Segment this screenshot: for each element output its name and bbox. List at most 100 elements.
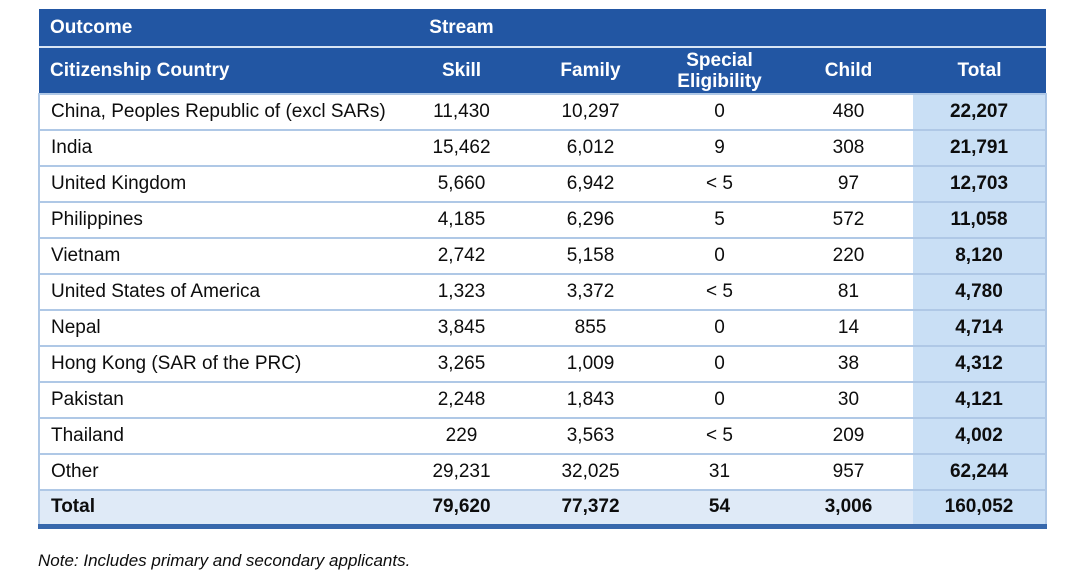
table-row: Pakistan 2,248 1,843 0 30 4,121: [38, 381, 1047, 418]
header-spacer: [784, 9, 913, 48]
column-header-country: Citizenship Country: [39, 47, 397, 94]
table-row: China, Peoples Republic of (excl SARs) 1…: [38, 93, 1047, 130]
country-cell: Nepal: [38, 309, 397, 346]
special-eligibility-cell: 0: [655, 309, 784, 346]
child-cell: 38: [784, 345, 913, 382]
skill-cell: 29,231: [397, 453, 526, 490]
total-grand-cell: 160,052: [913, 489, 1047, 529]
family-cell: 3,563: [526, 417, 655, 454]
country-cell: Hong Kong (SAR of the PRC): [38, 345, 397, 382]
child-cell: 308: [784, 129, 913, 166]
special-eligibility-cell: 9: [655, 129, 784, 166]
family-cell: 6,296: [526, 201, 655, 238]
column-header-child: Child: [784, 47, 913, 94]
skill-cell: 3,265: [397, 345, 526, 382]
family-cell: 32,025: [526, 453, 655, 490]
skill-cell: 5,660: [397, 165, 526, 202]
row-total-cell: 4,121: [913, 381, 1047, 418]
child-cell: 97: [784, 165, 913, 202]
row-total-cell: 8,120: [913, 237, 1047, 274]
total-family-cell: 77,372: [526, 489, 655, 529]
outcome-header: Outcome: [39, 9, 397, 48]
child-cell: 957: [784, 453, 913, 490]
country-cell: India: [38, 129, 397, 166]
country-cell: Thailand: [38, 417, 397, 454]
column-header-special-eligibility: Special Eligibility: [655, 47, 784, 94]
special-eligibility-cell: 0: [655, 345, 784, 382]
country-cell: Philippines: [38, 201, 397, 238]
country-cell: Vietnam: [38, 237, 397, 274]
special-eligibility-cell: 0: [655, 381, 784, 418]
family-cell: 1,843: [526, 381, 655, 418]
table-row: Other 29,231 32,025 31 957 62,244: [38, 453, 1047, 490]
skill-cell: 2,742: [397, 237, 526, 274]
total-child-cell: 3,006: [784, 489, 913, 529]
table-row: Thailand 229 3,563 < 5 209 4,002: [38, 417, 1047, 454]
column-header-row: Citizenship Country Skill Family Special…: [39, 47, 1046, 94]
child-cell: 209: [784, 417, 913, 454]
header-spacer: [913, 9, 1046, 48]
table-row: United Kingdom 5,660 6,942 < 5 97 12,703: [38, 165, 1047, 202]
total-skill-cell: 79,620: [397, 489, 526, 529]
row-total-cell: 21,791: [913, 129, 1047, 166]
country-cell: China, Peoples Republic of (excl SARs): [38, 93, 397, 130]
skill-cell: 229: [397, 417, 526, 454]
footnote: Note: Includes primary and secondary app…: [38, 551, 411, 570]
column-header-total: Total: [913, 47, 1046, 94]
child-cell: 480: [784, 93, 913, 130]
special-eligibility-cell: 31: [655, 453, 784, 490]
table-row: United States of America 1,323 3,372 < 5…: [38, 273, 1047, 310]
special-eligibility-cell: 0: [655, 237, 784, 274]
row-total-cell: 62,244: [913, 453, 1047, 490]
row-total-cell: 4,714: [913, 309, 1047, 346]
stream-header: Stream: [397, 9, 526, 48]
family-cell: 3,372: [526, 273, 655, 310]
header-spacer: [526, 9, 655, 48]
row-total-cell: 4,312: [913, 345, 1047, 382]
skill-cell: 11,430: [397, 93, 526, 130]
family-cell: 6,012: [526, 129, 655, 166]
family-cell: 1,009: [526, 345, 655, 382]
table-header: Outcome Stream Citizenship Country Skill…: [39, 9, 1046, 94]
table-row: Nepal 3,845 855 0 14 4,714: [38, 309, 1047, 346]
column-header-family: Family: [526, 47, 655, 94]
family-cell: 5,158: [526, 237, 655, 274]
total-row: Total 79,620 77,372 54 3,006 160,052: [38, 489, 1047, 529]
skill-cell: 2,248: [397, 381, 526, 418]
skill-cell: 4,185: [397, 201, 526, 238]
special-eligibility-cell: 5: [655, 201, 784, 238]
row-total-cell: 22,207: [913, 93, 1047, 130]
child-cell: 220: [784, 237, 913, 274]
row-total-cell: 4,780: [913, 273, 1047, 310]
table-row: Hong Kong (SAR of the PRC) 3,265 1,009 0…: [38, 345, 1047, 382]
country-cell: Pakistan: [38, 381, 397, 418]
special-eligibility-cell: < 5: [655, 273, 784, 310]
total-special-eligibility-cell: 54: [655, 489, 784, 529]
row-total-cell: 12,703: [913, 165, 1047, 202]
table-row: India 15,462 6,012 9 308 21,791: [38, 129, 1047, 166]
header-group-row: Outcome Stream: [39, 9, 1046, 48]
column-header-skill: Skill: [397, 47, 526, 94]
outcome-stream-table: Outcome Stream Citizenship Country Skill…: [38, 9, 1047, 529]
family-cell: 10,297: [526, 93, 655, 130]
special-eligibility-cell: < 5: [655, 165, 784, 202]
country-cell: United Kingdom: [38, 165, 397, 202]
special-eligibility-cell: < 5: [655, 417, 784, 454]
special-eligibility-cell: 0: [655, 93, 784, 130]
country-cell: United States of America: [38, 273, 397, 310]
row-total-cell: 4,002: [913, 417, 1047, 454]
skill-cell: 3,845: [397, 309, 526, 346]
total-row-label: Total: [38, 489, 397, 529]
skill-cell: 1,323: [397, 273, 526, 310]
header-spacer: [655, 9, 784, 48]
table-body: China, Peoples Republic of (excl SARs) 1…: [38, 93, 1047, 529]
family-cell: 6,942: [526, 165, 655, 202]
child-cell: 572: [784, 201, 913, 238]
table-row: Philippines 4,185 6,296 5 572 11,058: [38, 201, 1047, 238]
table-row: Vietnam 2,742 5,158 0 220 8,120: [38, 237, 1047, 274]
child-cell: 81: [784, 273, 913, 310]
child-cell: 30: [784, 381, 913, 418]
row-total-cell: 11,058: [913, 201, 1047, 238]
family-cell: 855: [526, 309, 655, 346]
